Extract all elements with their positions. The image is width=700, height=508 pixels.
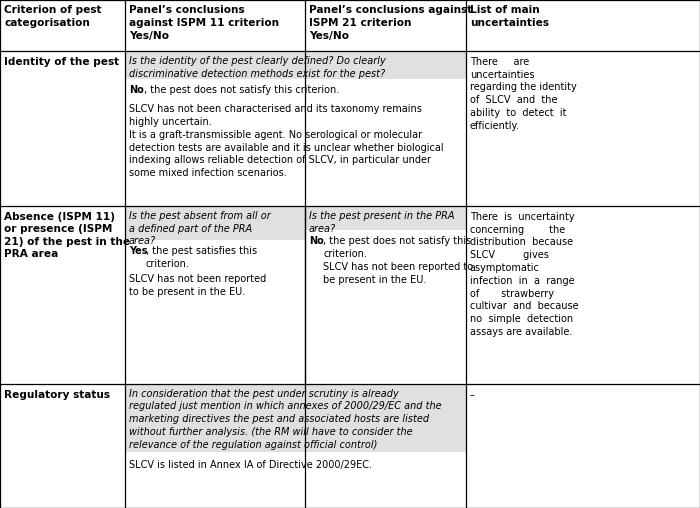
Text: SLCV has not been reported
to be present in the EU.: SLCV has not been reported to be present…	[129, 274, 266, 297]
Text: SLCV is listed in Annex IA of Directive 2000/29EC.: SLCV is listed in Annex IA of Directive …	[129, 460, 372, 470]
Text: , the pest does not satisfy this
criterion.
SLCV has not been reported to
be pre: , the pest does not satisfy this criteri…	[323, 236, 473, 284]
Text: Is the pest present in the PRA
area?: Is the pest present in the PRA area?	[309, 211, 454, 234]
Text: Criterion of pest
categorisation: Criterion of pest categorisation	[4, 5, 101, 28]
Text: Regulatory status: Regulatory status	[4, 390, 110, 400]
Text: SLCV has not been characterised and its taxonomy remains
highly uncertain.
It is: SLCV has not been characterised and its …	[129, 104, 443, 178]
Text: List of main
uncertainties: List of main uncertainties	[470, 5, 549, 28]
Text: No: No	[309, 236, 323, 246]
Text: , the pest satisfies this
criterion.: , the pest satisfies this criterion.	[146, 246, 257, 269]
Text: No: No	[129, 85, 144, 95]
Text: There     are
uncertainties
regarding the identity
of  SLCV  and  the
ability  t: There are uncertainties regarding the id…	[470, 57, 577, 131]
Text: Absence (ISPM 11)
or presence (ISPM
21) of the pest in the
PRA area: Absence (ISPM 11) or presence (ISPM 21) …	[4, 212, 130, 259]
Text: Panel’s conclusions against
ISPM 21 criterion
Yes/No: Panel’s conclusions against ISPM 21 crit…	[309, 5, 472, 41]
Bar	[125, 51, 466, 79]
Bar	[125, 384, 466, 452]
Bar	[125, 206, 304, 240]
Text: Identity of the pest: Identity of the pest	[4, 57, 119, 67]
Text: , the pest does not satisfy this criterion.: , the pest does not satisfy this criteri…	[144, 85, 339, 95]
Text: Is the pest absent from all or
a defined part of the PRA
area?: Is the pest absent from all or a defined…	[129, 211, 270, 246]
Text: There  is  uncertainty
concerning        the
distribution  because
SLCV         : There is uncertainty concerning the dist…	[470, 212, 578, 337]
Text: Panel’s conclusions
against ISPM 11 criterion
Yes/No: Panel’s conclusions against ISPM 11 crit…	[129, 5, 279, 41]
Text: In consideration that the pest under scrutiny is already
regulated just mention : In consideration that the pest under scr…	[129, 389, 442, 450]
Text: –: –	[470, 390, 475, 400]
Bar	[304, 206, 466, 230]
Text: Is the identity of the pest clearly defined? Do clearly
discriminative detection: Is the identity of the pest clearly defi…	[129, 56, 386, 79]
Text: Yes: Yes	[129, 246, 147, 257]
